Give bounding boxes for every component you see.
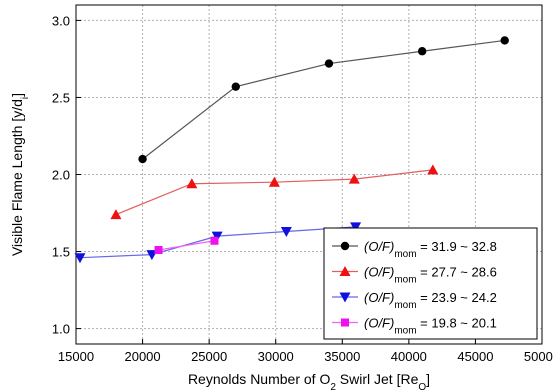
series-layer xyxy=(74,36,509,264)
data-point xyxy=(350,222,362,233)
x-axis-title-sub2: O xyxy=(418,382,426,392)
data-point xyxy=(74,253,86,264)
data-point xyxy=(427,164,439,175)
x-tick-label: 30000 xyxy=(258,349,294,364)
series-line xyxy=(115,169,433,216)
data-point xyxy=(348,173,360,184)
x-tick-label: 50000 xyxy=(524,349,553,364)
x-tick-label: 25000 xyxy=(191,349,227,364)
x-axis-title-main: Reynolds Number of O xyxy=(188,371,331,387)
data-point xyxy=(417,47,427,56)
y-tick-label: 2.5 xyxy=(52,90,70,105)
x-axis-title-sub1: 2 xyxy=(330,382,336,392)
y-axis-title-end: ] xyxy=(9,93,25,97)
legend-label: (O/F)mom = 19.8 ~ 20.1 xyxy=(364,316,497,337)
x-tick-label: 35000 xyxy=(324,349,360,364)
data-point xyxy=(154,246,163,255)
data-point xyxy=(231,82,240,91)
x-axis-title-end: ] xyxy=(426,371,430,387)
legend-marker xyxy=(339,292,351,303)
data-point xyxy=(268,176,280,187)
data-point xyxy=(210,236,219,245)
data-point xyxy=(500,36,509,45)
y-tick-label: 1.5 xyxy=(52,245,70,260)
series-line xyxy=(158,240,215,251)
legend: (O/F)mom = 31.9 ~ 32.8 (O/F)mom = 27.7 ~ … xyxy=(323,227,538,340)
y-axis-title-main: Visible Flame Length [y/d xyxy=(9,99,25,256)
data-point xyxy=(324,59,334,68)
data-point xyxy=(110,209,122,220)
legend-marker xyxy=(340,241,350,251)
x-tick-label: 15000 xyxy=(58,349,94,364)
data-point xyxy=(211,231,223,242)
x-tick-label: 20000 xyxy=(124,349,160,364)
legend-item: (O/F)mom = 27.7 ~ 28.6 xyxy=(332,265,497,286)
legend-label: (O/F)mom = 27.7 ~ 28.6 xyxy=(364,265,497,286)
series-1 xyxy=(138,36,509,164)
data-point xyxy=(138,154,147,164)
legend-label: (O/F)mom = 31.9 ~ 32.8 xyxy=(364,239,497,260)
legend-box xyxy=(323,227,538,340)
series-line xyxy=(142,39,505,160)
x-axis-title: Reynolds Number of O2 Swirl Jet [ReO] xyxy=(188,371,430,392)
series-2 xyxy=(110,164,439,220)
axis-ticks: 15000 20000 25000 30000 35000 40000 45000 50000… xyxy=(52,13,553,364)
y-axis-title: Visible Flame Length [y/di] xyxy=(9,93,31,256)
y-tick-label: 1.0 xyxy=(52,322,70,337)
legend-marker xyxy=(339,266,351,276)
series-4 xyxy=(154,236,219,255)
y-tick-label: 3.0 xyxy=(52,13,70,28)
y-tick-label: 2.0 xyxy=(52,168,70,183)
data-point xyxy=(280,227,292,238)
x-tick-label: 45000 xyxy=(457,349,493,364)
data-point xyxy=(186,178,198,189)
x-tick-label: 40000 xyxy=(391,349,427,364)
legend-marker xyxy=(341,318,349,327)
y-axis-title-sub: i xyxy=(20,97,31,99)
legend-label: (O/F)mom = 23.9 ~ 24.2 xyxy=(364,290,497,311)
legend-item: (O/F)mom = 31.9 ~ 32.8 xyxy=(332,239,497,260)
legend-item: (O/F)mom = 19.8 ~ 20.1 xyxy=(332,316,497,337)
legend-item: (O/F)mom = 23.9 ~ 24.2 xyxy=(332,290,497,311)
x-axis-title-mid: Swirl Jet [Re xyxy=(336,371,419,387)
